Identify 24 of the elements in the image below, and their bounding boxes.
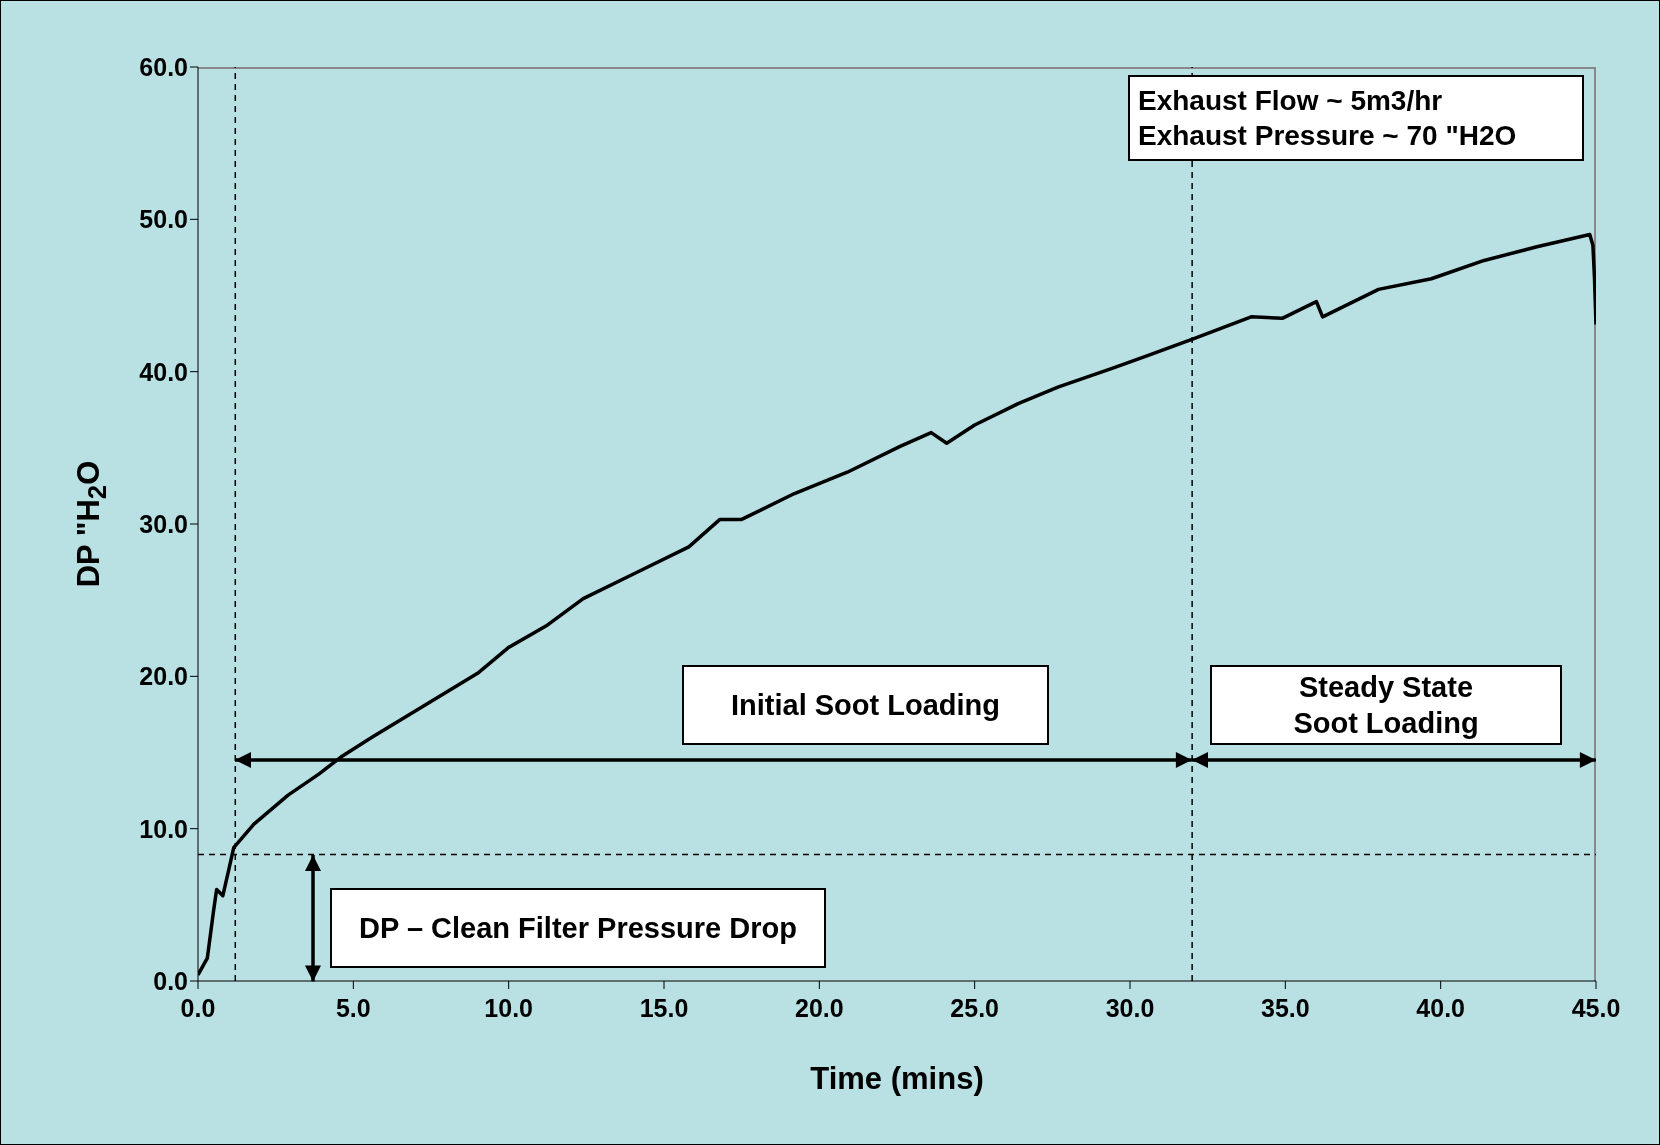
- y-tick-label: 50.0: [139, 205, 188, 234]
- x-tick-label: 20.0: [795, 993, 844, 1022]
- y-tick-label: 20.0: [139, 662, 188, 691]
- note-box: DP – Clean Filter Pressure Drop: [330, 888, 826, 968]
- y-tick-label: 30.0: [139, 509, 188, 538]
- note-box: Steady State Soot Loading: [1210, 665, 1562, 745]
- x-tick-label: 10.0: [484, 993, 533, 1022]
- annotation: Exhaust Pressure ~ 70 "H2O: [1138, 119, 1517, 153]
- x-tick-label: 35.0: [1261, 993, 1310, 1022]
- y-tick-label: 60.0: [139, 52, 188, 81]
- y-tick-label: 40.0: [139, 357, 188, 386]
- note-box: Exhaust Flow ~ 5m3/hr Exhaust Pressure ~ 70 "H2O: [1128, 75, 1584, 161]
- y-tick-label: 10.0: [139, 814, 188, 843]
- x-tick-label: 15.0: [639, 993, 689, 1022]
- x-tick-label: 25.0: [950, 993, 999, 1022]
- x-axis-title: Time (mins): [809, 1061, 985, 1097]
- x-tick-label: 30.0: [1105, 993, 1155, 1022]
- note-box: Initial Soot Loading: [682, 665, 1049, 745]
- x-tick-label: 45.0: [1571, 993, 1621, 1022]
- x-tick-label: 0.0: [180, 993, 216, 1022]
- y-tick-label: 0.0: [153, 966, 188, 995]
- annotation: Exhaust Flow ~ 5m3/hr: [1138, 84, 1443, 118]
- x-tick-label: 5.0: [335, 993, 371, 1022]
- x-tick-label: 40.0: [1416, 993, 1465, 1022]
